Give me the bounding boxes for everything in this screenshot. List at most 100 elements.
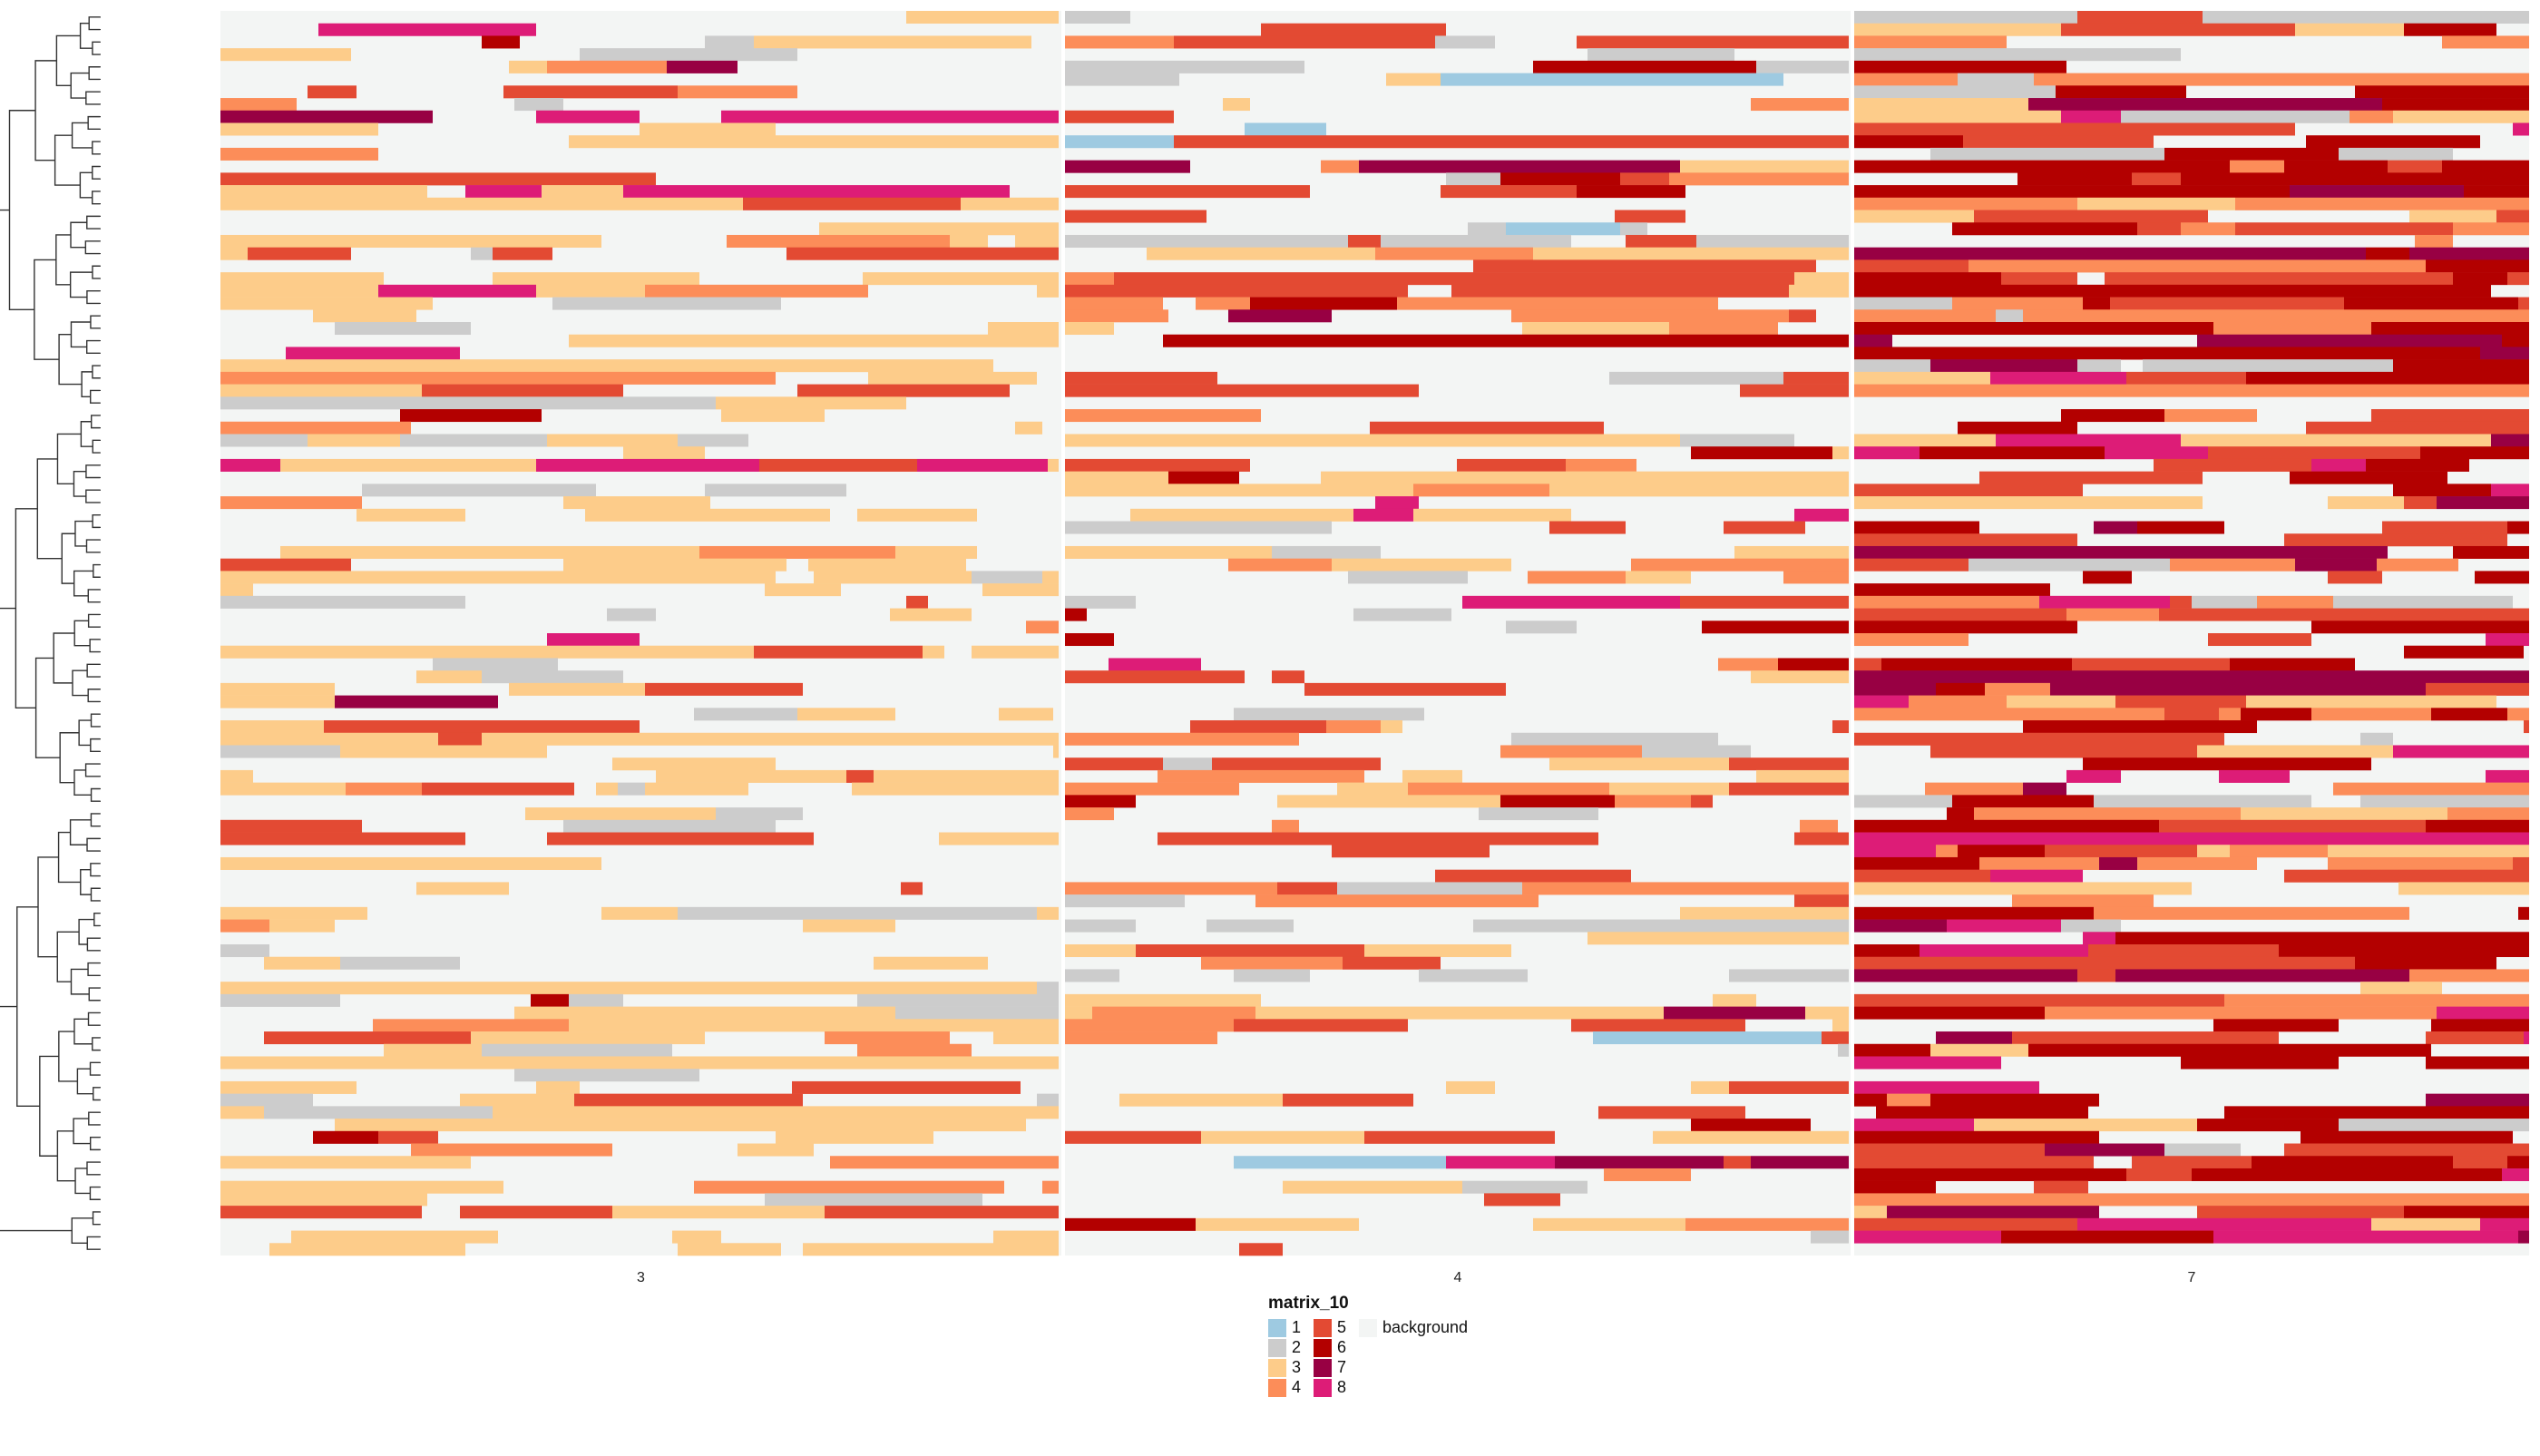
dendrogram-branch bbox=[87, 1011, 100, 1026]
heatmap-cell-run bbox=[1854, 322, 1979, 336]
heatmap-cell-run bbox=[2072, 819, 2159, 833]
heatmap-cell-run bbox=[487, 720, 552, 734]
heatmap-cell-run bbox=[2268, 670, 2366, 684]
heatmap-cell-run bbox=[1854, 1217, 2077, 1231]
heatmap-cell-run bbox=[906, 11, 1059, 24]
heatmap-cell-run bbox=[2203, 608, 2431, 621]
heatmap-cell-run bbox=[645, 732, 732, 746]
heatmap-cell-run bbox=[2017, 882, 2137, 895]
heatmap-cell-run bbox=[2132, 993, 2224, 1007]
heatmap-cell-run bbox=[2360, 1193, 2507, 1207]
heatmap-cell-run bbox=[895, 545, 977, 559]
heatmap-cell-run bbox=[482, 670, 623, 684]
heatmap-cell-run bbox=[1277, 795, 1500, 808]
heatmap-cell-run bbox=[1778, 658, 1849, 671]
dendrogram-branch bbox=[92, 365, 100, 379]
heatmap-cell-run bbox=[1854, 347, 2001, 360]
heatmap-cell-run bbox=[2328, 845, 2420, 858]
heatmap-cell-run bbox=[552, 720, 640, 734]
heatmap-cell-run bbox=[1996, 708, 2164, 721]
heatmap-cell-run bbox=[1337, 882, 1522, 895]
dendrogram-branch bbox=[93, 563, 100, 578]
heatmap-cell-run bbox=[220, 272, 384, 286]
heatmap-cell-run bbox=[2409, 993, 2529, 1007]
heatmap-cell-run bbox=[1620, 272, 1794, 286]
heatmap-cell-run bbox=[797, 384, 1010, 397]
heatmap-cell-run bbox=[1876, 521, 1958, 534]
heatmap-cell-run bbox=[1854, 832, 2039, 845]
heatmap-cell-run bbox=[1729, 757, 1773, 771]
heatmap-cell-run bbox=[449, 1156, 471, 1169]
heatmap-cell-run bbox=[1397, 297, 1517, 310]
heatmap-cell-run bbox=[438, 720, 487, 734]
heatmap-cell-run bbox=[988, 322, 1059, 336]
heatmap-cell-run bbox=[2077, 122, 2148, 136]
heatmap-cell-run bbox=[1321, 471, 1479, 484]
heatmap-cell-run bbox=[1065, 944, 1136, 958]
heatmap-cell-run bbox=[2143, 147, 2164, 161]
heatmap-cell-run bbox=[1920, 446, 2105, 460]
heatmap-cell-run bbox=[2377, 147, 2431, 161]
heatmap-cell-run bbox=[2388, 160, 2442, 173]
heatmap-cell-run bbox=[1794, 832, 1849, 845]
heatmap-cell-run bbox=[1854, 35, 2007, 49]
heatmap-cell-run bbox=[961, 1019, 1059, 1032]
dendrogram-branch bbox=[70, 321, 91, 348]
heatmap-cell-run bbox=[1854, 98, 2028, 112]
heatmap-cell-run bbox=[2306, 135, 2480, 149]
heatmap-cell-run bbox=[220, 48, 351, 62]
heatmap-cell-run bbox=[1065, 993, 1261, 1007]
heatmap-cell-run bbox=[1255, 1006, 1479, 1020]
heatmap-cell-run bbox=[1048, 458, 1059, 472]
heatmap-cell-run bbox=[1065, 732, 1179, 746]
heatmap-cell-run bbox=[2007, 695, 2066, 708]
heatmap-cell-run bbox=[346, 1243, 465, 1256]
heatmap-cell-run bbox=[1065, 1130, 1201, 1144]
heatmap-cell-run bbox=[2257, 595, 2333, 609]
heatmap-cell-run bbox=[1854, 670, 2077, 684]
heatmap-cell-run bbox=[2355, 956, 2496, 970]
heatmap-cell-run bbox=[2066, 608, 2159, 621]
heatmap-cell-run bbox=[1528, 571, 1626, 584]
heatmap-cell-run bbox=[580, 48, 797, 62]
heatmap-cell-run bbox=[547, 1006, 683, 1020]
heatmap-cell-run bbox=[1854, 371, 1990, 385]
heatmap-cell-run bbox=[2148, 122, 2295, 136]
heatmap-cell-run bbox=[531, 993, 569, 1007]
heatmap-cell-run bbox=[1065, 135, 1174, 149]
heatmap-cell-run bbox=[1042, 571, 1059, 584]
heatmap-cell-run bbox=[547, 832, 689, 845]
heatmap-cell-run bbox=[2486, 769, 2524, 783]
heatmap-cell-run bbox=[340, 745, 547, 758]
heatmap-cell-run bbox=[1707, 882, 1849, 895]
heatmap-cell-run bbox=[2366, 458, 2469, 472]
heatmap-cell-run bbox=[2186, 347, 2415, 360]
heatmap-cell-run bbox=[2453, 869, 2529, 883]
heatmap-cell-run bbox=[1506, 621, 1577, 634]
heatmap-cell-run bbox=[2034, 1180, 2088, 1194]
heatmap-cell-run bbox=[2409, 969, 2529, 982]
heatmap-cell-run bbox=[1909, 695, 2007, 708]
heatmap-cell-run bbox=[2437, 1106, 2529, 1119]
legend-label: 5 bbox=[1337, 1318, 1346, 1336]
heatmap-cell-run bbox=[2415, 172, 2529, 186]
heatmap-cell-run bbox=[1065, 60, 1141, 73]
heatmap-cell-run bbox=[220, 234, 433, 248]
heatmap-cell-run bbox=[378, 1130, 438, 1144]
heatmap-cell-run bbox=[1588, 1156, 1724, 1169]
dendrogram-branch bbox=[92, 1037, 100, 1051]
heatmap-cell-run bbox=[1125, 185, 1272, 199]
heatmap-cell-run bbox=[2045, 845, 2197, 858]
heatmap-cell-run bbox=[471, 1031, 705, 1045]
heatmap-cell-run bbox=[928, 334, 1059, 347]
dendrogram-branch bbox=[0, 1005, 73, 1232]
heatmap-cell-run bbox=[2518, 906, 2529, 920]
dendrogram-branch bbox=[74, 520, 93, 547]
heatmap-cell-run bbox=[2045, 172, 2105, 186]
heatmap-cell-run bbox=[1729, 969, 1849, 982]
dendrogram-branch bbox=[92, 165, 100, 180]
heatmap-cell-run bbox=[563, 496, 710, 510]
heatmap-cell-run bbox=[2077, 670, 2268, 684]
heatmap-cell-run bbox=[220, 1156, 449, 1169]
